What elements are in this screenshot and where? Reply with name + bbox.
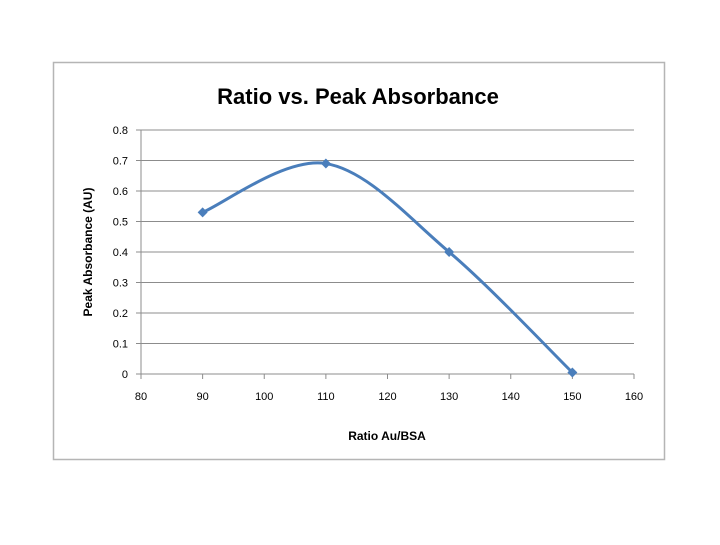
y-tick-label: 0.2 bbox=[113, 308, 128, 320]
x-axis-label: Ratio Au/BSA bbox=[348, 429, 426, 443]
y-tick-label: 0.3 bbox=[113, 278, 128, 290]
x-tick-label: 110 bbox=[317, 391, 335, 403]
gridlines bbox=[136, 129, 635, 379]
x-tick-labels: 80 90 100 110 120 130 140 150 160 bbox=[135, 391, 643, 403]
data-point-marker bbox=[320, 158, 331, 169]
y-tick-labels: 0 0.1 0.2 0.3 0.4 0.5 0.6 0.7 0.8 bbox=[113, 125, 128, 381]
y-tick-label: 0.8 bbox=[113, 125, 128, 137]
y-tick-label: 0.7 bbox=[113, 156, 128, 168]
x-tick-label: 130 bbox=[440, 391, 458, 403]
x-tick-label: 80 bbox=[135, 391, 147, 403]
y-tick-label: 0.4 bbox=[113, 247, 128, 259]
data-point-marker bbox=[197, 207, 208, 218]
series-line bbox=[202, 161, 574, 374]
y-tick-label: 0.6 bbox=[113, 186, 128, 198]
x-tick-label: 150 bbox=[563, 391, 581, 403]
x-tick-label: 120 bbox=[378, 391, 396, 403]
series bbox=[197, 158, 578, 378]
x-tick-label: 140 bbox=[502, 391, 520, 403]
chart-frame bbox=[52, 61, 666, 461]
x-tick-label: 100 bbox=[255, 391, 273, 403]
y-axis-label: Peak Absorbance (AU) bbox=[81, 188, 95, 317]
chart-title: Ratio vs. Peak Absorbance bbox=[217, 84, 499, 109]
y-tick-label: 0 bbox=[122, 369, 128, 381]
x-tick-label: 90 bbox=[197, 391, 209, 403]
x-tick-label: 160 bbox=[625, 391, 643, 403]
data-point-marker bbox=[567, 367, 578, 378]
y-tick-label: 0.1 bbox=[113, 339, 128, 351]
data-point-marker bbox=[444, 247, 455, 257]
y-tick-label: 0.5 bbox=[113, 217, 128, 229]
